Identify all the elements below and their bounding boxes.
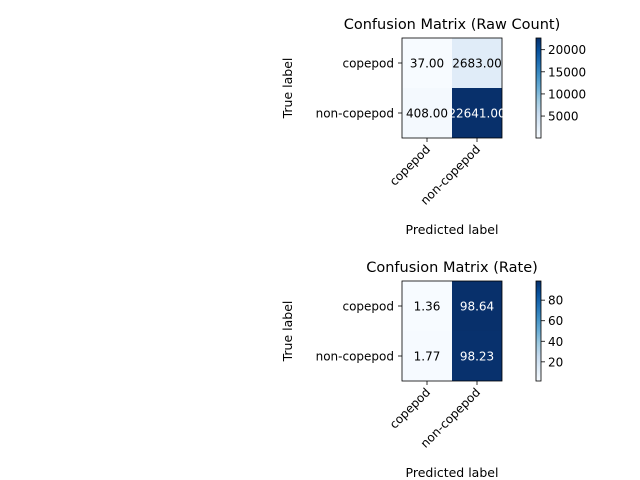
- cell-value-label: 98.23: [460, 350, 494, 364]
- colorbar-tick-label: 80: [548, 294, 563, 308]
- colorbar: [536, 38, 541, 138]
- cell-value-label: 2683.00: [452, 57, 502, 71]
- heatmap-cell: [402, 88, 452, 138]
- colorbar-frame: [535, 37, 542, 139]
- colorbar-tick-label: 60: [548, 314, 563, 328]
- heatmap-cell: [402, 331, 452, 381]
- cell-value-label: 22641.00: [448, 107, 505, 121]
- cell-value-label: 98.64: [460, 300, 494, 314]
- plot-frame: [401, 37, 503, 139]
- y-axis-label: True label: [280, 301, 295, 363]
- cell-value-label: 408.00: [406, 107, 448, 121]
- colorbar-tick-label: 20: [548, 355, 563, 369]
- colorbar-tick-label: 40: [548, 335, 563, 349]
- cell-value-label: 1.36: [414, 300, 441, 314]
- x-axis-label: Predicted label: [406, 465, 499, 480]
- colorbar-frame: [535, 280, 542, 382]
- cell-value-label: 37.00: [410, 57, 444, 71]
- chart-title: Confusion Matrix (Raw Count): [344, 17, 560, 33]
- heatmap-cell: [452, 331, 502, 381]
- colorbar: [536, 281, 541, 381]
- y-tick-label: non-copepod: [316, 350, 394, 364]
- heatmap-cell: [402, 38, 452, 88]
- heatmap-cell: [452, 88, 502, 138]
- y-tick-label: non-copepod: [316, 107, 394, 121]
- x-tick-label: copepod: [387, 142, 433, 188]
- x-tick-label: copepod: [387, 385, 433, 431]
- chart-title: Confusion Matrix (Rate): [366, 260, 538, 276]
- confusion-matrix-2: Confusion Matrix (Rate) 1.36 98.64 1.77 98.2…: [280, 260, 563, 480]
- colorbar-tick-label: 15000: [548, 65, 586, 79]
- heatmap-cell: [452, 38, 502, 88]
- colorbar-tick-label: 10000: [548, 87, 586, 101]
- colorbar-tick-label: 20000: [548, 43, 586, 57]
- cell-value-label: 1.77: [414, 350, 441, 364]
- plot-frame: [401, 280, 503, 382]
- y-tick-label: copepod: [342, 57, 394, 71]
- colorbar-tick-label: 5000: [548, 110, 579, 124]
- heatmap-cell: [402, 281, 452, 331]
- confusion-matrix-1: Confusion Matrix (Raw Count) 37.00 2683.00…: [280, 17, 586, 237]
- x-axis-label: Predicted label: [406, 222, 499, 237]
- heatmap-cell: [452, 281, 502, 331]
- y-axis-label: True label: [280, 58, 295, 120]
- y-tick-label: copepod: [342, 300, 394, 314]
